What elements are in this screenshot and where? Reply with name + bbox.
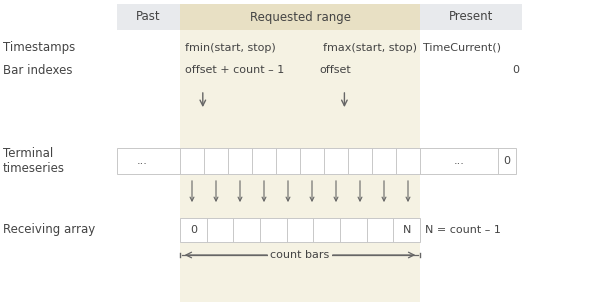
Bar [117, 148, 516, 174]
Text: offset: offset [320, 65, 352, 75]
Text: N: N [403, 225, 411, 235]
Bar [180, 30, 420, 302]
Text: Timestamps: Timestamps [3, 42, 75, 54]
Bar [180, 218, 420, 242]
Text: ...: ... [137, 156, 148, 166]
Text: Receiving array: Receiving array [3, 223, 95, 237]
Text: offset + count – 1: offset + count – 1 [185, 65, 284, 75]
Text: Bar indexes: Bar indexes [3, 64, 73, 76]
Text: N = count – 1: N = count – 1 [425, 225, 500, 235]
Text: Terminal
timeseries: Terminal timeseries [3, 147, 65, 175]
Text: fmax(start, stop): fmax(start, stop) [323, 43, 417, 53]
Text: 0: 0 [503, 156, 511, 166]
Text: count bars: count bars [271, 250, 329, 260]
Text: ...: ... [454, 156, 464, 166]
Text: fmin(start, stop): fmin(start, stop) [185, 43, 275, 53]
Bar [117, 4, 180, 30]
Text: Present: Present [449, 10, 493, 24]
Text: TimeCurrent(): TimeCurrent() [423, 43, 501, 53]
Text: 0: 0 [190, 225, 197, 235]
Text: Past: Past [136, 10, 161, 24]
Text: Requested range: Requested range [250, 10, 350, 24]
Bar [420, 4, 522, 30]
Bar [180, 4, 420, 30]
Text: 0: 0 [512, 65, 519, 75]
